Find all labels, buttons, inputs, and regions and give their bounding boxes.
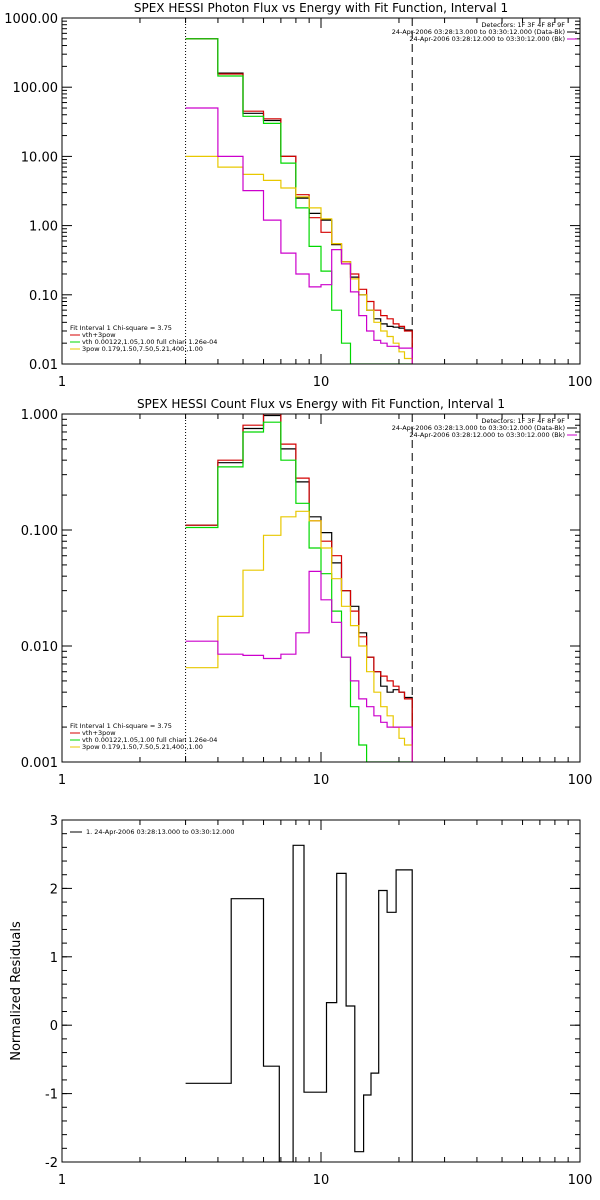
y-tick-label: 0.001 bbox=[21, 756, 58, 771]
series-line-5 bbox=[185, 107, 413, 364]
x-tick-label: 100 bbox=[568, 375, 593, 390]
x-tick-label: 10 bbox=[313, 773, 330, 788]
series-group bbox=[185, 844, 413, 1162]
info-line: 24-Apr-2006 03:28:13.000 to 03:30:12.000… bbox=[392, 424, 565, 432]
y-tick-label: 0.10 bbox=[29, 289, 58, 304]
series-line-5 bbox=[185, 570, 413, 762]
legend-entry: vth+3pow bbox=[82, 331, 116, 339]
x-tick-label: 100 bbox=[568, 773, 593, 788]
legend-entry: 3pow 0.179,1.50,7.50,5.21,400.,1.00 bbox=[82, 743, 203, 751]
y-axis: -2 -1 0 1 2 3 bbox=[45, 814, 580, 1171]
series-group bbox=[185, 414, 413, 762]
x-axis: 1 10 100 bbox=[58, 414, 593, 788]
y-tick-label: 1.000 bbox=[21, 408, 58, 423]
chart-panel-2: SPEX HESSI Count Flux vs Energy with Fit… bbox=[21, 397, 593, 788]
y-tick-label: 1.00 bbox=[29, 220, 58, 235]
series-line-3 bbox=[185, 38, 413, 364]
info-line: Detectors: 1F 3F 4F 8F 9F bbox=[481, 21, 565, 29]
chart-panel-3: 1 10 100 -2 -1 0 1 2 3 Normalized Residuals 1. 24-… bbox=[9, 814, 592, 1188]
x-axis: 1 10 100 bbox=[58, 18, 593, 390]
chart-title: SPEX HESSI Count Flux vs Energy with Fit… bbox=[137, 397, 505, 411]
plot-frame bbox=[61, 17, 581, 365]
series-line-3 bbox=[185, 421, 413, 762]
y-tick-label: 100.00 bbox=[13, 81, 59, 96]
legend: Fit Interval 1 Chi-square = 3.75vth+3pow… bbox=[70, 722, 217, 751]
x-tick-label: 100 bbox=[568, 1173, 593, 1188]
legend-entry: vth 0.00122,1.05,1.00 full chian 1.26e-0… bbox=[82, 338, 217, 346]
x-tick-label: 10 bbox=[313, 375, 330, 390]
legend-header: Fit Interval 1 Chi-square = 3.75 bbox=[70, 722, 172, 730]
y-tick-label: 0.100 bbox=[21, 524, 58, 539]
y-tick-label: 1 bbox=[50, 951, 58, 966]
y-axis: 0.001 0.010 0.100 1.000 bbox=[21, 408, 580, 771]
legend: 1. 24-Apr-2006 03:28:13.000 to 03:30:12.… bbox=[70, 828, 235, 836]
y-tick-label: 0 bbox=[50, 1019, 58, 1034]
plot-frame bbox=[61, 819, 581, 1163]
chart-title: SPEX HESSI Photon Flux vs Energy with Fi… bbox=[134, 1, 508, 15]
legend-entry: 3pow 0.179,1.50,7.50,5.21,400.,1.00 bbox=[82, 345, 203, 353]
series-line-4 bbox=[185, 510, 413, 762]
info-line: 24-Apr-2006 03:28:12.000 to 03:30:12.000… bbox=[409, 35, 565, 43]
series-line-2 bbox=[185, 414, 413, 762]
series-line-1 bbox=[185, 844, 413, 1162]
y-axis: 0.01 0.10 1.00 10.00 100.00 1000.00 bbox=[4, 12, 580, 373]
legend: Fit Interval 1 Chi-square = 3.75vth+3pow… bbox=[70, 324, 217, 353]
y-tick-label: 2 bbox=[50, 882, 58, 897]
series-line-2 bbox=[185, 38, 413, 364]
info-line: 24-Apr-2006 03:28:13.000 to 03:30:12.000… bbox=[392, 28, 565, 36]
series-line-1 bbox=[185, 38, 413, 364]
x-tick-label: 10 bbox=[313, 1173, 330, 1188]
y-axis-label: Normalized Residuals bbox=[9, 921, 24, 1061]
x-tick-label: 1 bbox=[58, 1173, 66, 1188]
legend-entry: 1. 24-Apr-2006 03:28:13.000 to 03:30:12.… bbox=[86, 828, 235, 836]
legend-header: Fit Interval 1 Chi-square = 3.75 bbox=[70, 324, 172, 332]
info-line: 24-Apr-2006 03:28:12.000 to 03:30:12.000… bbox=[409, 431, 565, 439]
chart-panel-1: SPEX HESSI Photon Flux vs Energy with Fi… bbox=[4, 1, 592, 390]
x-tick-label: 1 bbox=[58, 773, 66, 788]
y-tick-label: 0.010 bbox=[21, 640, 58, 655]
x-tick-label: 1 bbox=[58, 375, 66, 390]
legend-entry: vth+3pow bbox=[82, 729, 116, 737]
y-tick-label: 1000.00 bbox=[4, 12, 58, 27]
y-tick-label: -2 bbox=[45, 1156, 58, 1171]
x-axis: 1 10 100 bbox=[58, 820, 593, 1188]
y-tick-label: 0.01 bbox=[29, 358, 58, 373]
series-line-4 bbox=[185, 155, 413, 364]
info-line: Detectors: 1F 3F 4F 8F 9F bbox=[481, 417, 565, 425]
y-tick-label: -1 bbox=[45, 1088, 58, 1103]
y-tick-label: 3 bbox=[50, 814, 58, 829]
plot-frame bbox=[61, 413, 581, 763]
series-group bbox=[185, 38, 413, 364]
y-tick-label: 10.00 bbox=[21, 150, 58, 165]
legend-entry: vth 0.00122,1.05,1.00 full chian 1.26e-0… bbox=[82, 736, 217, 744]
